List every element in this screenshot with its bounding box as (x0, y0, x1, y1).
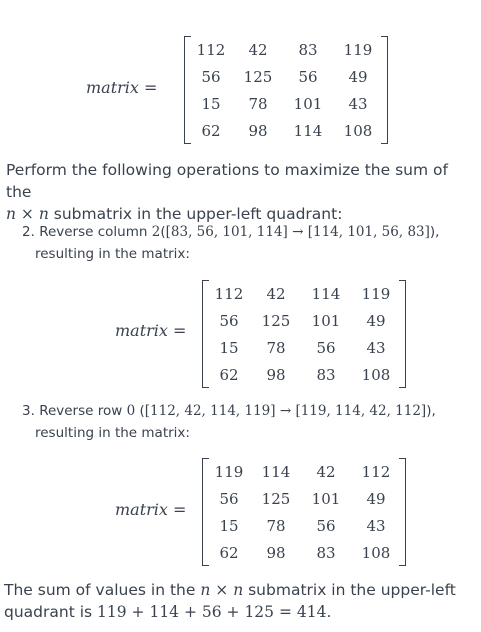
matrix-3-block: matrix = 119 114 42 112 56 125 101 49 15 78 56 43 62… (0, 458, 481, 570)
matrix-cell: 15 (219, 516, 239, 535)
matrix-cell: 49 (366, 311, 386, 330)
matrix-2-label: matrix = (115, 321, 187, 340)
matrix-cell: 42 (248, 40, 268, 59)
matrix-2-grid: 112 42 114 119 56 125 101 49 15 78 56 43 62 98 83 108 (202, 280, 406, 388)
matrix-cell: 108 (361, 543, 391, 562)
matrix-cell: 101 (293, 94, 323, 113)
intro-paragraph: Perform the following operations to maxi… (6, 161, 448, 223)
matrix-cell: 83 (316, 365, 336, 384)
matrix-3-grid: 119 114 42 112 56 125 101 49 15 78 56 43 62 98 83 108 (202, 458, 406, 566)
matrix-3-label: matrix = (115, 500, 187, 519)
matrix-cell: 49 (366, 489, 386, 508)
matrix-cell: 98 (266, 365, 286, 384)
matrix-cell: 119 (343, 40, 373, 59)
matrix-cell: 112 (361, 462, 391, 481)
matrix-cell: 42 (266, 284, 286, 303)
matrix-cell: 62 (201, 121, 221, 140)
matrix-cell: 56 (201, 67, 221, 86)
matrix-cell: 43 (348, 94, 368, 113)
matrix-cell: 49 (348, 67, 368, 86)
matrix-cell: 15 (219, 338, 239, 357)
matrix-cell: 119 (214, 462, 244, 481)
matrix-cell: 114 (311, 284, 341, 303)
matrix-cell: 101 (311, 489, 341, 508)
matrix-cell: 15 (201, 94, 221, 113)
matrix-cell: 108 (361, 365, 391, 384)
matrix-cell: 119 (361, 284, 391, 303)
matrix-2-block: matrix = 112 42 114 119 56 125 101 49 15 78 56 43 62… (0, 279, 481, 391)
matrix-cell: 108 (343, 121, 373, 140)
matrix-cell: 56 (219, 311, 239, 330)
matrix-cell: 112 (214, 284, 244, 303)
matrix-cell: 83 (316, 543, 336, 562)
matrix-cell: 56 (316, 516, 336, 535)
matrix-cell: 98 (248, 121, 268, 140)
step-3-item: 3. Reverse row 0 ([112, 42, 114, 119] → … (22, 403, 436, 441)
matrix-cell: 42 (316, 462, 336, 481)
matrix-cell: 56 (298, 67, 318, 86)
matrix-cell: 56 (316, 338, 336, 357)
matrix-cell: 98 (266, 543, 286, 562)
matrix-cell: 62 (219, 543, 239, 562)
matrix-cell: 125 (261, 311, 291, 330)
matrix-cell: 125 (261, 489, 291, 508)
matrix-cell: 114 (261, 462, 291, 481)
matrix-cell: 78 (266, 516, 286, 535)
matrix-1-block: matrix = 112 42 83 119 56 125 56 49 15 78 101 43 62 9… (0, 32, 481, 144)
matrix-cell: 114 (293, 121, 323, 140)
matrix-cell: 101 (311, 311, 341, 330)
matrix-cell: 78 (248, 94, 268, 113)
matrix-cell: 78 (266, 338, 286, 357)
conclusion-paragraph: The sum of values in the n × n submatrix… (4, 581, 456, 621)
step-2-item: 2. Reverse column 2([83, 56, 101, 114] →… (22, 224, 440, 262)
matrix-cell: 43 (366, 338, 386, 357)
matrix-1-label: matrix = (86, 78, 158, 97)
matrix-cell: 112 (196, 40, 226, 59)
matrix-cell: 43 (366, 516, 386, 535)
matrix-cell: 125 (243, 67, 273, 86)
matrix-cell: 62 (219, 365, 239, 384)
matrix-cell: 83 (298, 40, 318, 59)
matrix-cell: 56 (219, 489, 239, 508)
matrix-1-grid: 112 42 83 119 56 125 56 49 15 78 101 43 62 98 114 108 (184, 36, 388, 144)
